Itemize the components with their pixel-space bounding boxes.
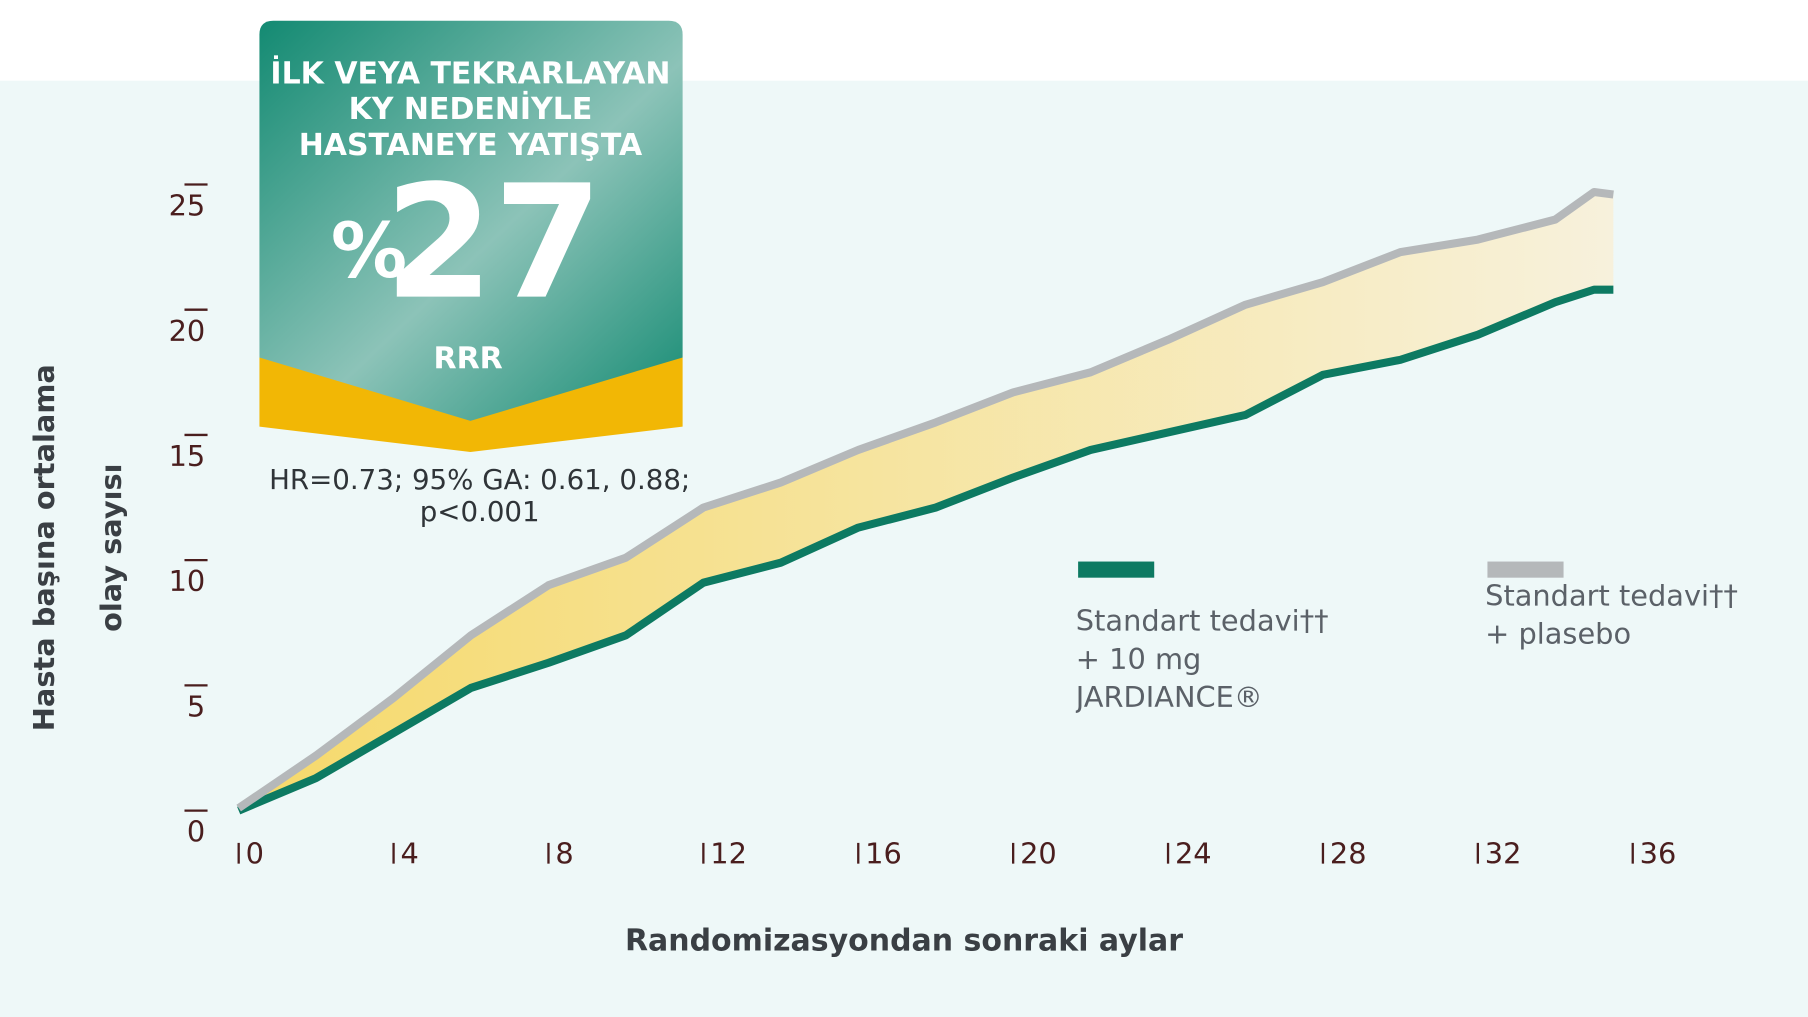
badge-line: HASTANEYE YATIŞTA — [299, 128, 643, 163]
x-axis-label: Randomizasyondan sonraki aylar — [625, 924, 1183, 959]
legend-label: Standart tedavi†† + plasebo — [1485, 578, 1738, 651]
x-tick-label: 32 — [1485, 837, 1522, 871]
x-tick-label: 8 — [555, 837, 573, 871]
legend-entry: Standart tedavi†† + plasebo — [1485, 578, 1738, 651]
x-tick-label: 28 — [1330, 837, 1367, 871]
legend-entry: Standart tedavi†† + 10 mg JARDIANCE® — [1075, 604, 1329, 714]
y-tick-label: 10 — [169, 564, 206, 598]
legend-label: Standart tedavi†† + 10 mg JARDIANCE® — [1075, 604, 1329, 714]
badge-line: İLK VEYA TEKRARLAYAN — [270, 55, 670, 91]
x-tick-label: 24 — [1175, 837, 1212, 871]
series-line — [236, 187, 1614, 812]
x-tick-label: 16 — [865, 837, 902, 871]
y-tick-label: 20 — [169, 314, 206, 348]
legend-swatch — [1487, 561, 1564, 578]
series-line — [237, 285, 1614, 815]
badge-shield — [259, 20, 683, 421]
badge-stats: HR=0.73; 95% GA: 0.61, 0.88; — [269, 463, 690, 496]
y-axis-label: Hasta başına ortalama — [27, 364, 61, 731]
gap-fill — [238, 192, 1614, 811]
x-tick-label: 4 — [400, 837, 418, 871]
badge-line: KY NEDENİYLE — [349, 91, 593, 127]
y-tick-label: 5 — [187, 689, 205, 723]
badge-stats: p<0.001 — [420, 495, 540, 528]
legend-swatch — [1078, 561, 1155, 578]
badge-unit: RRR — [434, 341, 503, 376]
plot: 0 5 10 15 20 25 0 4 8 12 16 20 24 28 32 36 Standart teda… — [169, 183, 1738, 871]
y-tick-label: 25 — [169, 189, 206, 223]
y-axis-label: olay sayısı — [94, 463, 128, 631]
x-tick-label: 0 — [246, 837, 264, 871]
x-tick-label: 12 — [710, 837, 747, 871]
x-tick-label: 36 — [1640, 837, 1677, 871]
y-tick-label: 0 — [187, 815, 205, 849]
y-tick-label: 15 — [169, 439, 206, 473]
badge: İLK VEYA TEKRARLAYAN KY NEDENİYLE HASTAN… — [259, 20, 690, 528]
badge-prefix: % — [331, 206, 407, 295]
x-tick-label: 20 — [1020, 837, 1057, 871]
badge-value: 27 — [384, 151, 602, 334]
